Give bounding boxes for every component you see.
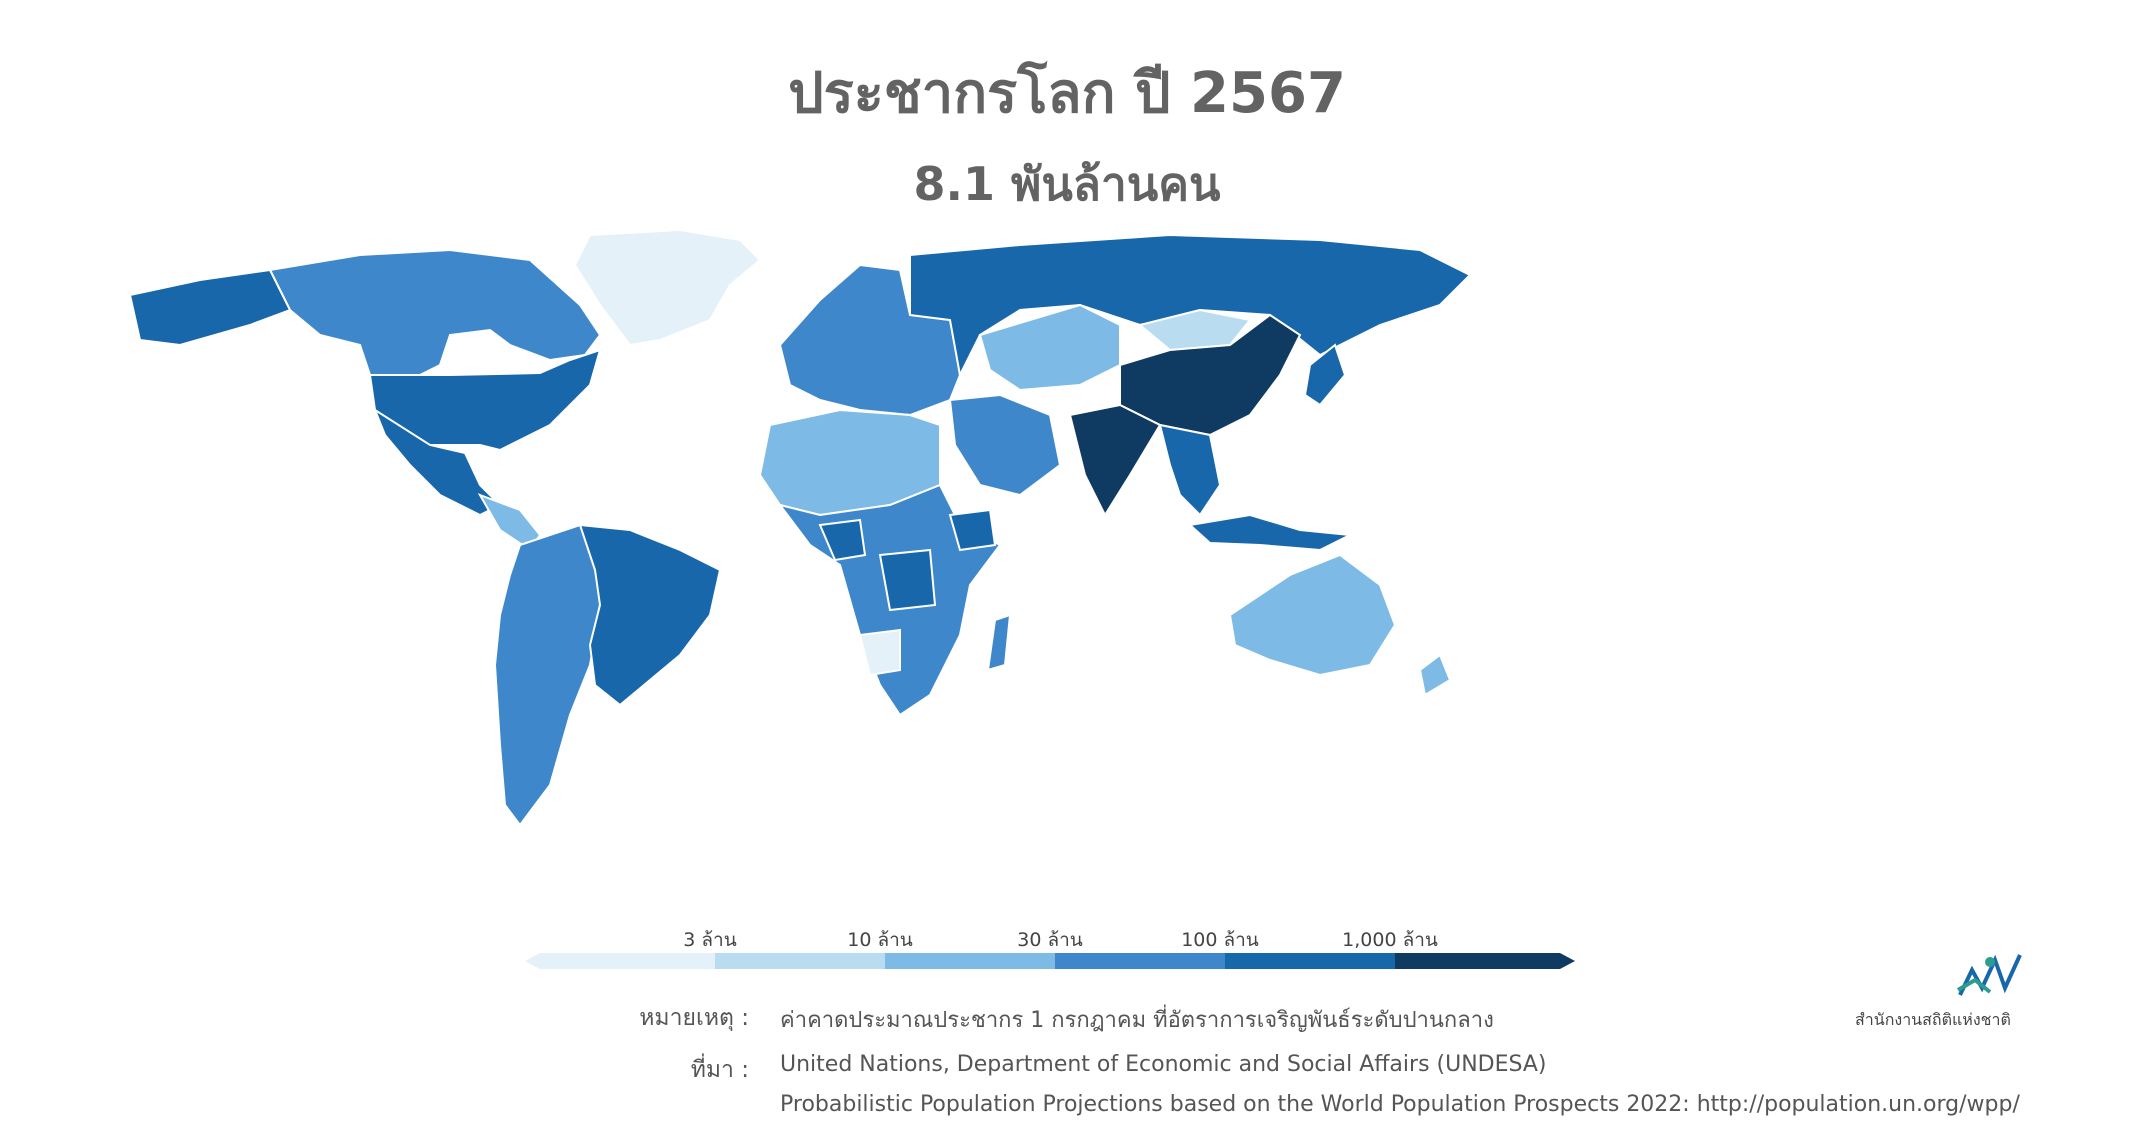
country-india	[1068, 403, 1162, 518]
country-drc	[878, 548, 937, 612]
country-southeast-asia	[1158, 423, 1222, 517]
country-greenland	[573, 228, 762, 347]
country-middle-east	[948, 393, 1062, 497]
map-title: ประชากรโลก ปี 2567	[788, 61, 1346, 126]
country-central-asia	[978, 303, 1121, 392]
source-line-2: Probabilistic Population Projections bas…	[780, 1092, 2020, 1117]
country-indonesia	[1187, 513, 1354, 552]
legend-swatch-5	[1225, 953, 1395, 969]
legend-tick-1000m: 1,000 ล้าน	[1342, 929, 1438, 951]
nso-logo-icon	[1950, 950, 2030, 1000]
legend-tick-3m: 3 ล้าน	[683, 929, 737, 951]
country-mongolia	[1137, 308, 1252, 352]
remark-text: ค่าคาดประมาณประชากร 1 กรกฎาคม ที่อัตรากา…	[780, 1008, 1494, 1033]
organization-name: สำนักงานสถิติแห่งชาติ	[1855, 1010, 2011, 1029]
world-map	[120, 225, 1880, 915]
legend-swatch-4	[1055, 953, 1225, 969]
legend-swatch-1	[525, 953, 715, 969]
source-label: ที่มา :	[690, 1057, 749, 1083]
legend-tick-10m: 10 ล้าน	[847, 929, 913, 951]
remark-label: หมายเหตุ :	[639, 1005, 749, 1031]
country-namibia-botswana	[858, 628, 901, 677]
legend-swatch-6	[1395, 953, 1575, 969]
country-japan	[1303, 343, 1347, 407]
country-ethiopia	[948, 508, 997, 552]
country-new-zealand	[1418, 653, 1452, 697]
legend-tick-30m: 30 ล้าน	[1017, 929, 1083, 951]
map-subtitle: 8.1 พันล้านคน	[913, 157, 1221, 211]
country-madagascar	[986, 613, 1012, 672]
legend-swatch-2	[715, 953, 885, 969]
country-alaska	[128, 268, 292, 347]
country-canada	[268, 248, 602, 376]
legend-scale	[525, 920, 1575, 980]
legend-tick-100m: 100 ล้าน	[1181, 929, 1259, 951]
source-line-1: United Nations, Department of Economic a…	[780, 1052, 1547, 1077]
country-brazil	[578, 523, 722, 707]
country-nigeria	[818, 518, 867, 562]
country-australia	[1228, 553, 1397, 677]
legend-swatch-3	[885, 953, 1055, 969]
